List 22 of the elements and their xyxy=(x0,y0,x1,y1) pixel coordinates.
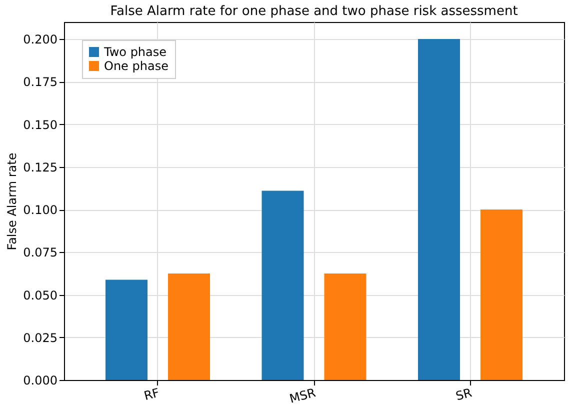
y-axis-title: False Alarm rate xyxy=(5,152,20,250)
y-tick-label: 0.025 xyxy=(23,330,58,345)
bar xyxy=(324,273,366,380)
bar xyxy=(480,210,522,380)
chart-title: False Alarm rate for one phase and two phase risk assessment xyxy=(110,4,518,19)
y-tick-label: 0.150 xyxy=(23,118,58,132)
y-tick-label: 0.050 xyxy=(23,288,58,302)
bar xyxy=(262,190,304,380)
x-tick-label: SR xyxy=(454,386,474,404)
y-tick-label: 0.000 xyxy=(23,374,58,388)
y-tick-label: 0.175 xyxy=(23,75,58,90)
bar xyxy=(106,280,148,380)
y-tick-label: 0.200 xyxy=(23,32,58,47)
bar xyxy=(418,39,460,380)
legend-label: Two phase xyxy=(103,45,167,59)
y-tick-label: 0.075 xyxy=(23,246,58,260)
x-tick-label: MSR xyxy=(288,386,318,406)
y-tick-label: 0.125 xyxy=(23,160,58,174)
y-tick-label: 0.100 xyxy=(23,203,58,218)
legend-label: One phase xyxy=(104,59,168,73)
bar xyxy=(168,273,210,380)
x-tick-label: RF xyxy=(142,386,161,404)
